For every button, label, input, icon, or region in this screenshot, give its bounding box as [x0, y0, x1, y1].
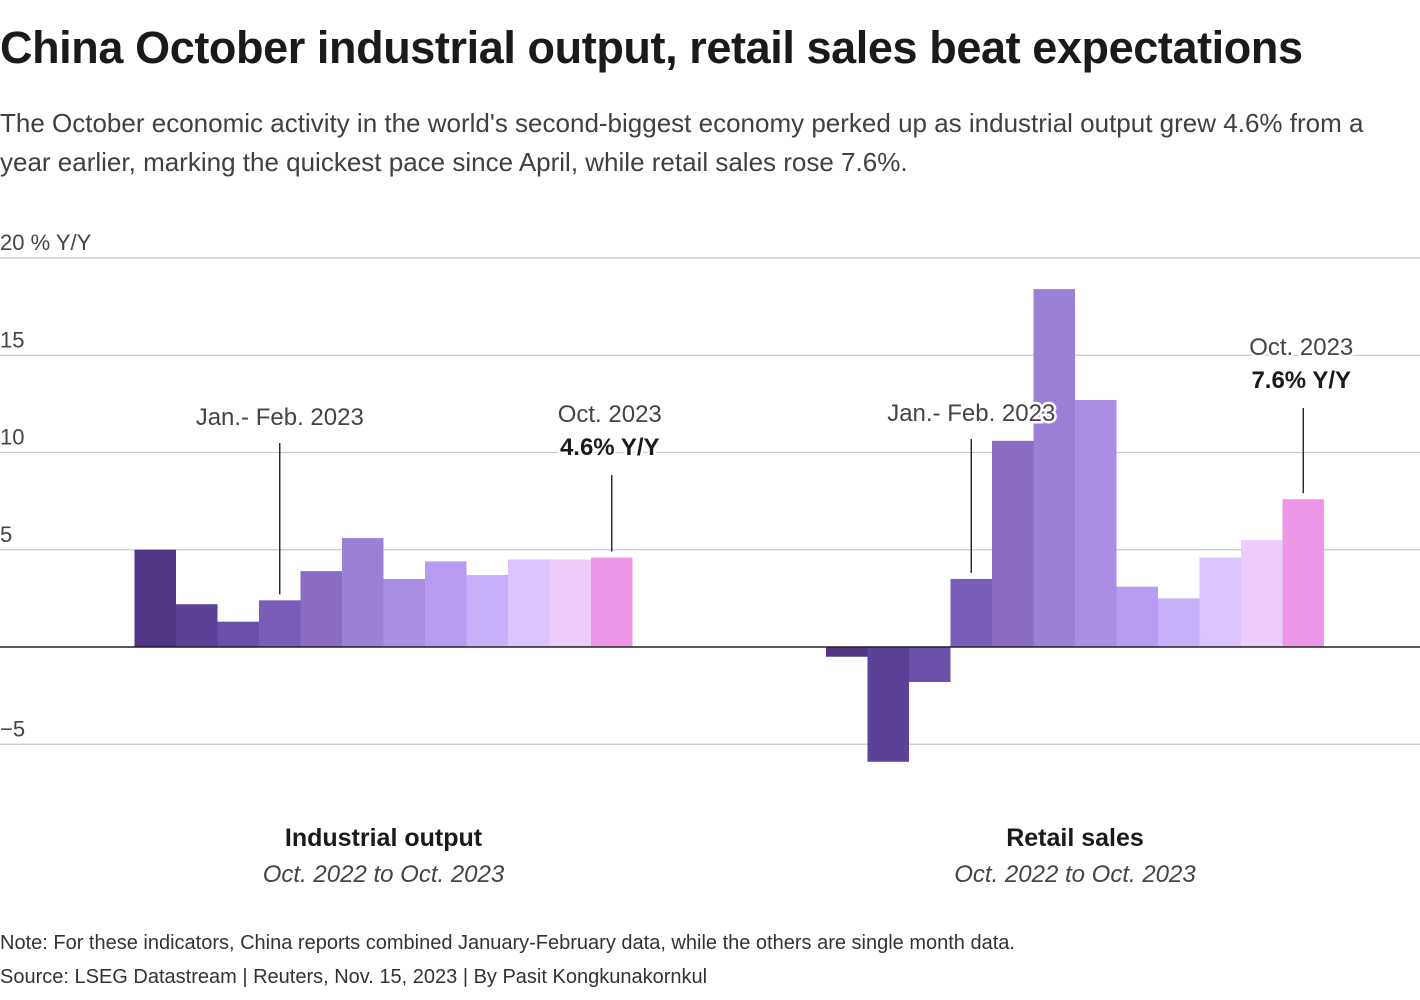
annotations: Jan.- Feb. 2023 Oct. 2023 4.6% Y/Y Jan.- Fe… — [193, 332, 1356, 595]
group-name: Retail sales — [1006, 824, 1144, 852]
bar-industrial-output-0 — [134, 549, 176, 647]
bar-retail-sales-5 — [1033, 289, 1075, 647]
y-tick-label: 5 — [0, 522, 12, 547]
bar-industrial-output-2 — [217, 621, 259, 647]
group-name: Industrial output — [285, 824, 483, 852]
bar-retail-sales-1 — [867, 647, 909, 762]
annotation-label: Oct. 2023 — [558, 401, 662, 428]
annotation-value: 4.6% Y/Y — [560, 434, 660, 461]
bar-industrial-output-7 — [425, 561, 467, 647]
bar-industrial-output-10 — [549, 559, 591, 647]
footnote: Note: For these indicators, China report… — [0, 932, 1015, 954]
bar-retail-sales-0 — [826, 647, 868, 657]
bar-retail-sales-9 — [1199, 557, 1241, 647]
annotation-label: Jan.- Feb. 2023 — [196, 404, 364, 431]
bar-retail-sales-6 — [1075, 399, 1117, 647]
bar-retail-sales-11 — [1282, 499, 1324, 647]
bar-industrial-output-5 — [342, 538, 384, 647]
bar-industrial-output-9 — [508, 559, 550, 647]
bar-industrial-output-8 — [466, 575, 508, 647]
group-labels: Industrial output Oct. 2022 to Oct. 2023 R… — [263, 824, 1197, 888]
chart-title: China October industrial output, retail … — [0, 22, 1303, 73]
group-period: Oct. 2022 to Oct. 2023 — [954, 861, 1196, 888]
y-tick-label: 20 % Y/Y — [0, 230, 92, 255]
bars — [134, 289, 1324, 762]
annotation-label: Oct. 2023 — [1249, 334, 1353, 361]
annotation-value: 7.6% Y/Y — [1251, 367, 1351, 394]
bar-industrial-output-6 — [383, 578, 425, 647]
annotation-label: Jan.- Feb. 2023 — [887, 400, 1055, 427]
bar-industrial-output-4 — [300, 571, 342, 647]
gridlines: −5 5 10 15 20 % Y/Y — [0, 230, 1420, 745]
y-tick-label: 10 — [0, 425, 24, 450]
y-tick-label: 15 — [0, 327, 24, 352]
chart-subtitle: The October economic activity in the wor… — [0, 108, 1364, 177]
source-credit: Source: LSEG Datastream | Reuters, Nov. … — [0, 966, 708, 988]
bar-industrial-output-3 — [259, 600, 301, 647]
group-period: Oct. 2022 to Oct. 2023 — [263, 861, 505, 888]
bar-retail-sales-7 — [1116, 586, 1158, 647]
bar-retail-sales-3 — [950, 578, 992, 647]
bar-retail-sales-10 — [1241, 540, 1283, 647]
bar-industrial-output-1 — [176, 604, 218, 647]
bar-industrial-output-11 — [591, 557, 633, 647]
bar-retail-sales-2 — [909, 647, 951, 683]
bar-retail-sales-4 — [992, 440, 1034, 647]
bar-retail-sales-8 — [1158, 598, 1200, 647]
bar-chart: −5 5 10 15 20 % Y/Y Jan.- Feb. 2023 Oct. 2023… — [0, 230, 1420, 888]
y-tick-label: −5 — [0, 716, 25, 741]
